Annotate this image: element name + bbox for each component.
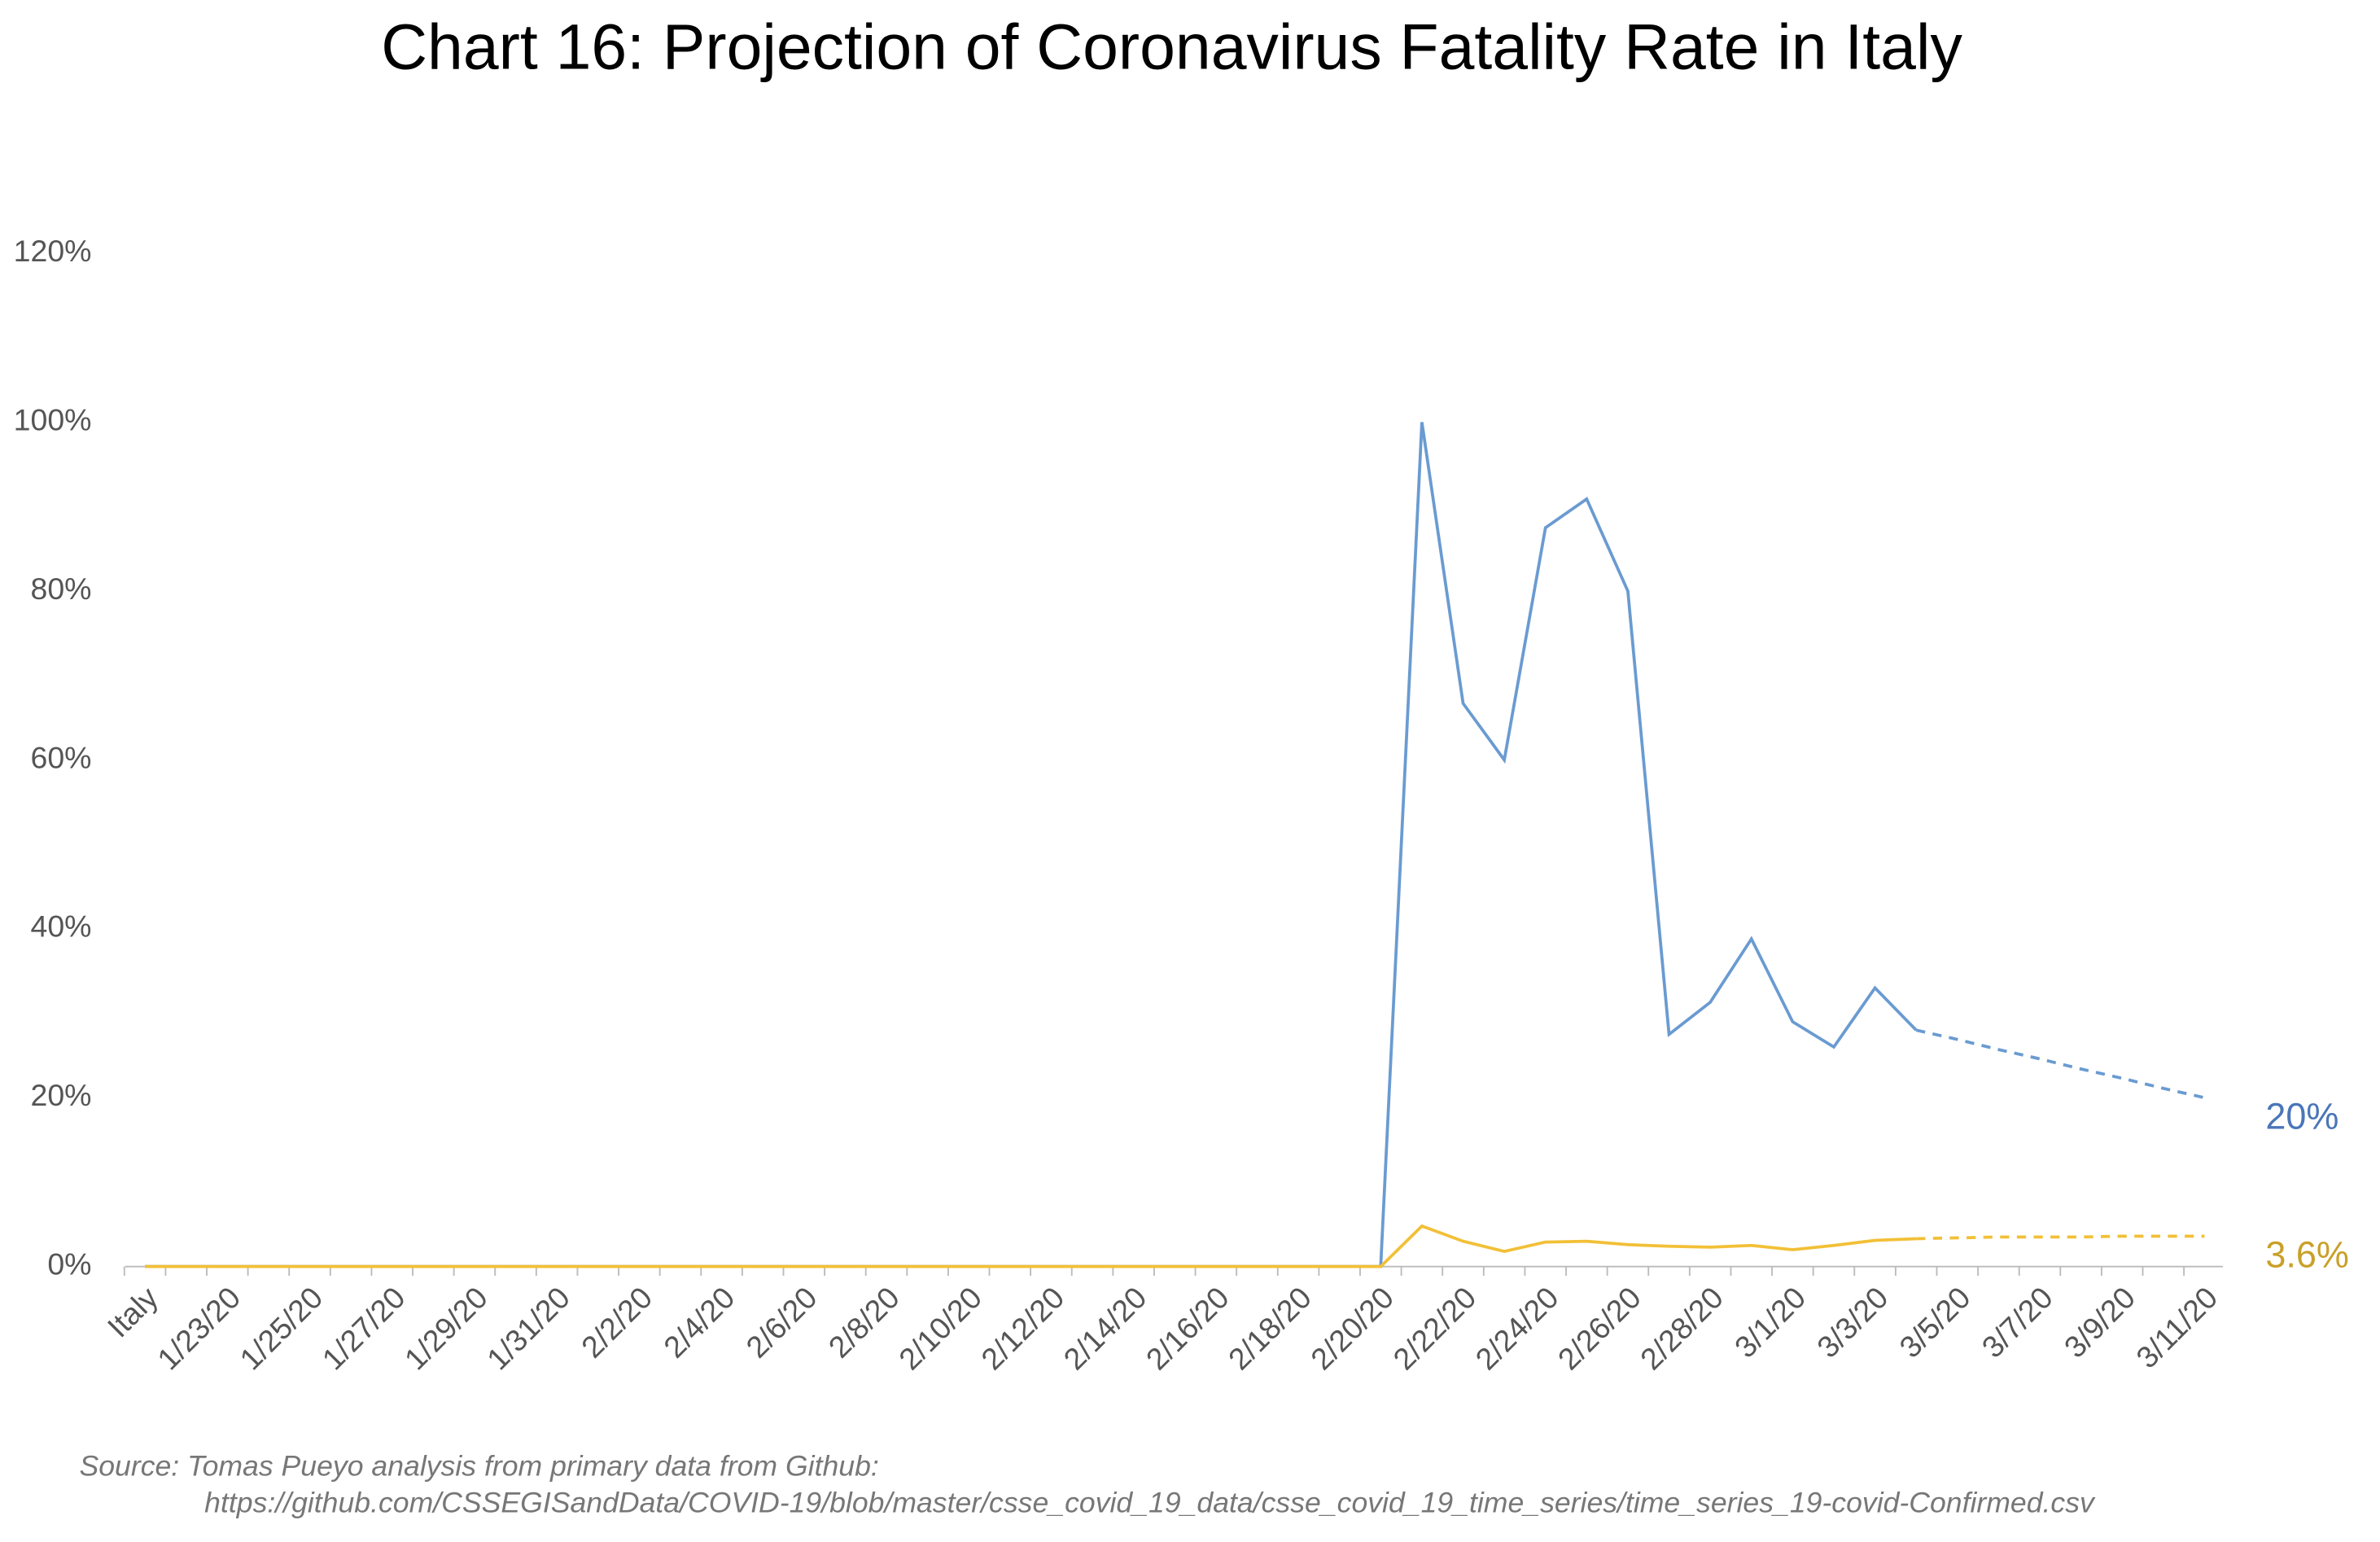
x-tick-label: 2/4/20: [657, 1280, 741, 1364]
y-tick-label: 20%: [30, 1078, 91, 1112]
x-tick-label: 2/26/20: [1551, 1280, 1647, 1376]
x-tick-label: 2/2/20: [575, 1280, 658, 1364]
x-tick-label: 1/25/20: [233, 1280, 329, 1376]
x-tick-label: 1/29/20: [398, 1280, 494, 1376]
x-tick-label: 2/24/20: [1469, 1280, 1565, 1376]
y-tick-label: 120%: [14, 234, 92, 268]
x-tick-label: Italy: [101, 1280, 164, 1343]
x-tick-label: 2/16/20: [1140, 1280, 1236, 1376]
series-line: [145, 1224, 1917, 1268]
x-tick-label: 1/23/20: [151, 1280, 247, 1376]
x-tick-label: 3/9/20: [2058, 1280, 2142, 1364]
value-label: 3.6%: [2265, 1233, 2349, 1275]
series-line: [1915, 1028, 2205, 1100]
x-tick-label: 2/6/20: [739, 1280, 823, 1364]
x-tick-label: 2/10/20: [892, 1280, 988, 1376]
chart-title: Chart 16: Projection of Coronavirus Fata…: [381, 11, 1962, 83]
y-tick-label: 100%: [14, 402, 92, 436]
x-tick-label: 1/27/20: [316, 1280, 412, 1376]
x-tick-label: 2/20/20: [1304, 1280, 1400, 1376]
series-line: [1916, 1234, 2205, 1241]
y-tick-label: 80%: [30, 572, 91, 606]
series-line: [145, 422, 1918, 1268]
x-tick-label: 2/12/20: [974, 1280, 1070, 1376]
x-tick-label: 3/7/20: [1975, 1280, 2059, 1364]
y-tick-label: 40%: [30, 909, 91, 944]
value-label: 20%: [2265, 1095, 2338, 1137]
x-tick-label: 1/31/20: [480, 1280, 576, 1376]
x-tick-label: 3/5/20: [1892, 1280, 1976, 1364]
x-tick-label: 2/28/20: [1634, 1280, 1730, 1376]
x-tick-label: 2/18/20: [1222, 1280, 1318, 1376]
x-tick-label: 2/14/20: [1057, 1280, 1153, 1376]
y-tick-label: 0%: [47, 1247, 91, 1281]
x-tick-label: 3/11/20: [2129, 1280, 2224, 1374]
source-line: Source: Tomas Pueyo analysis from primar…: [79, 1450, 878, 1483]
y-tick-label: 60%: [30, 740, 91, 774]
x-tick-label: 2/22/20: [1386, 1280, 1482, 1376]
source-line: https://github.com/CSSEGISandData/COVID-…: [204, 1486, 2096, 1518]
x-tick-label: 3/1/20: [1728, 1280, 1812, 1364]
x-tick-label: 3/3/20: [1810, 1280, 1894, 1364]
